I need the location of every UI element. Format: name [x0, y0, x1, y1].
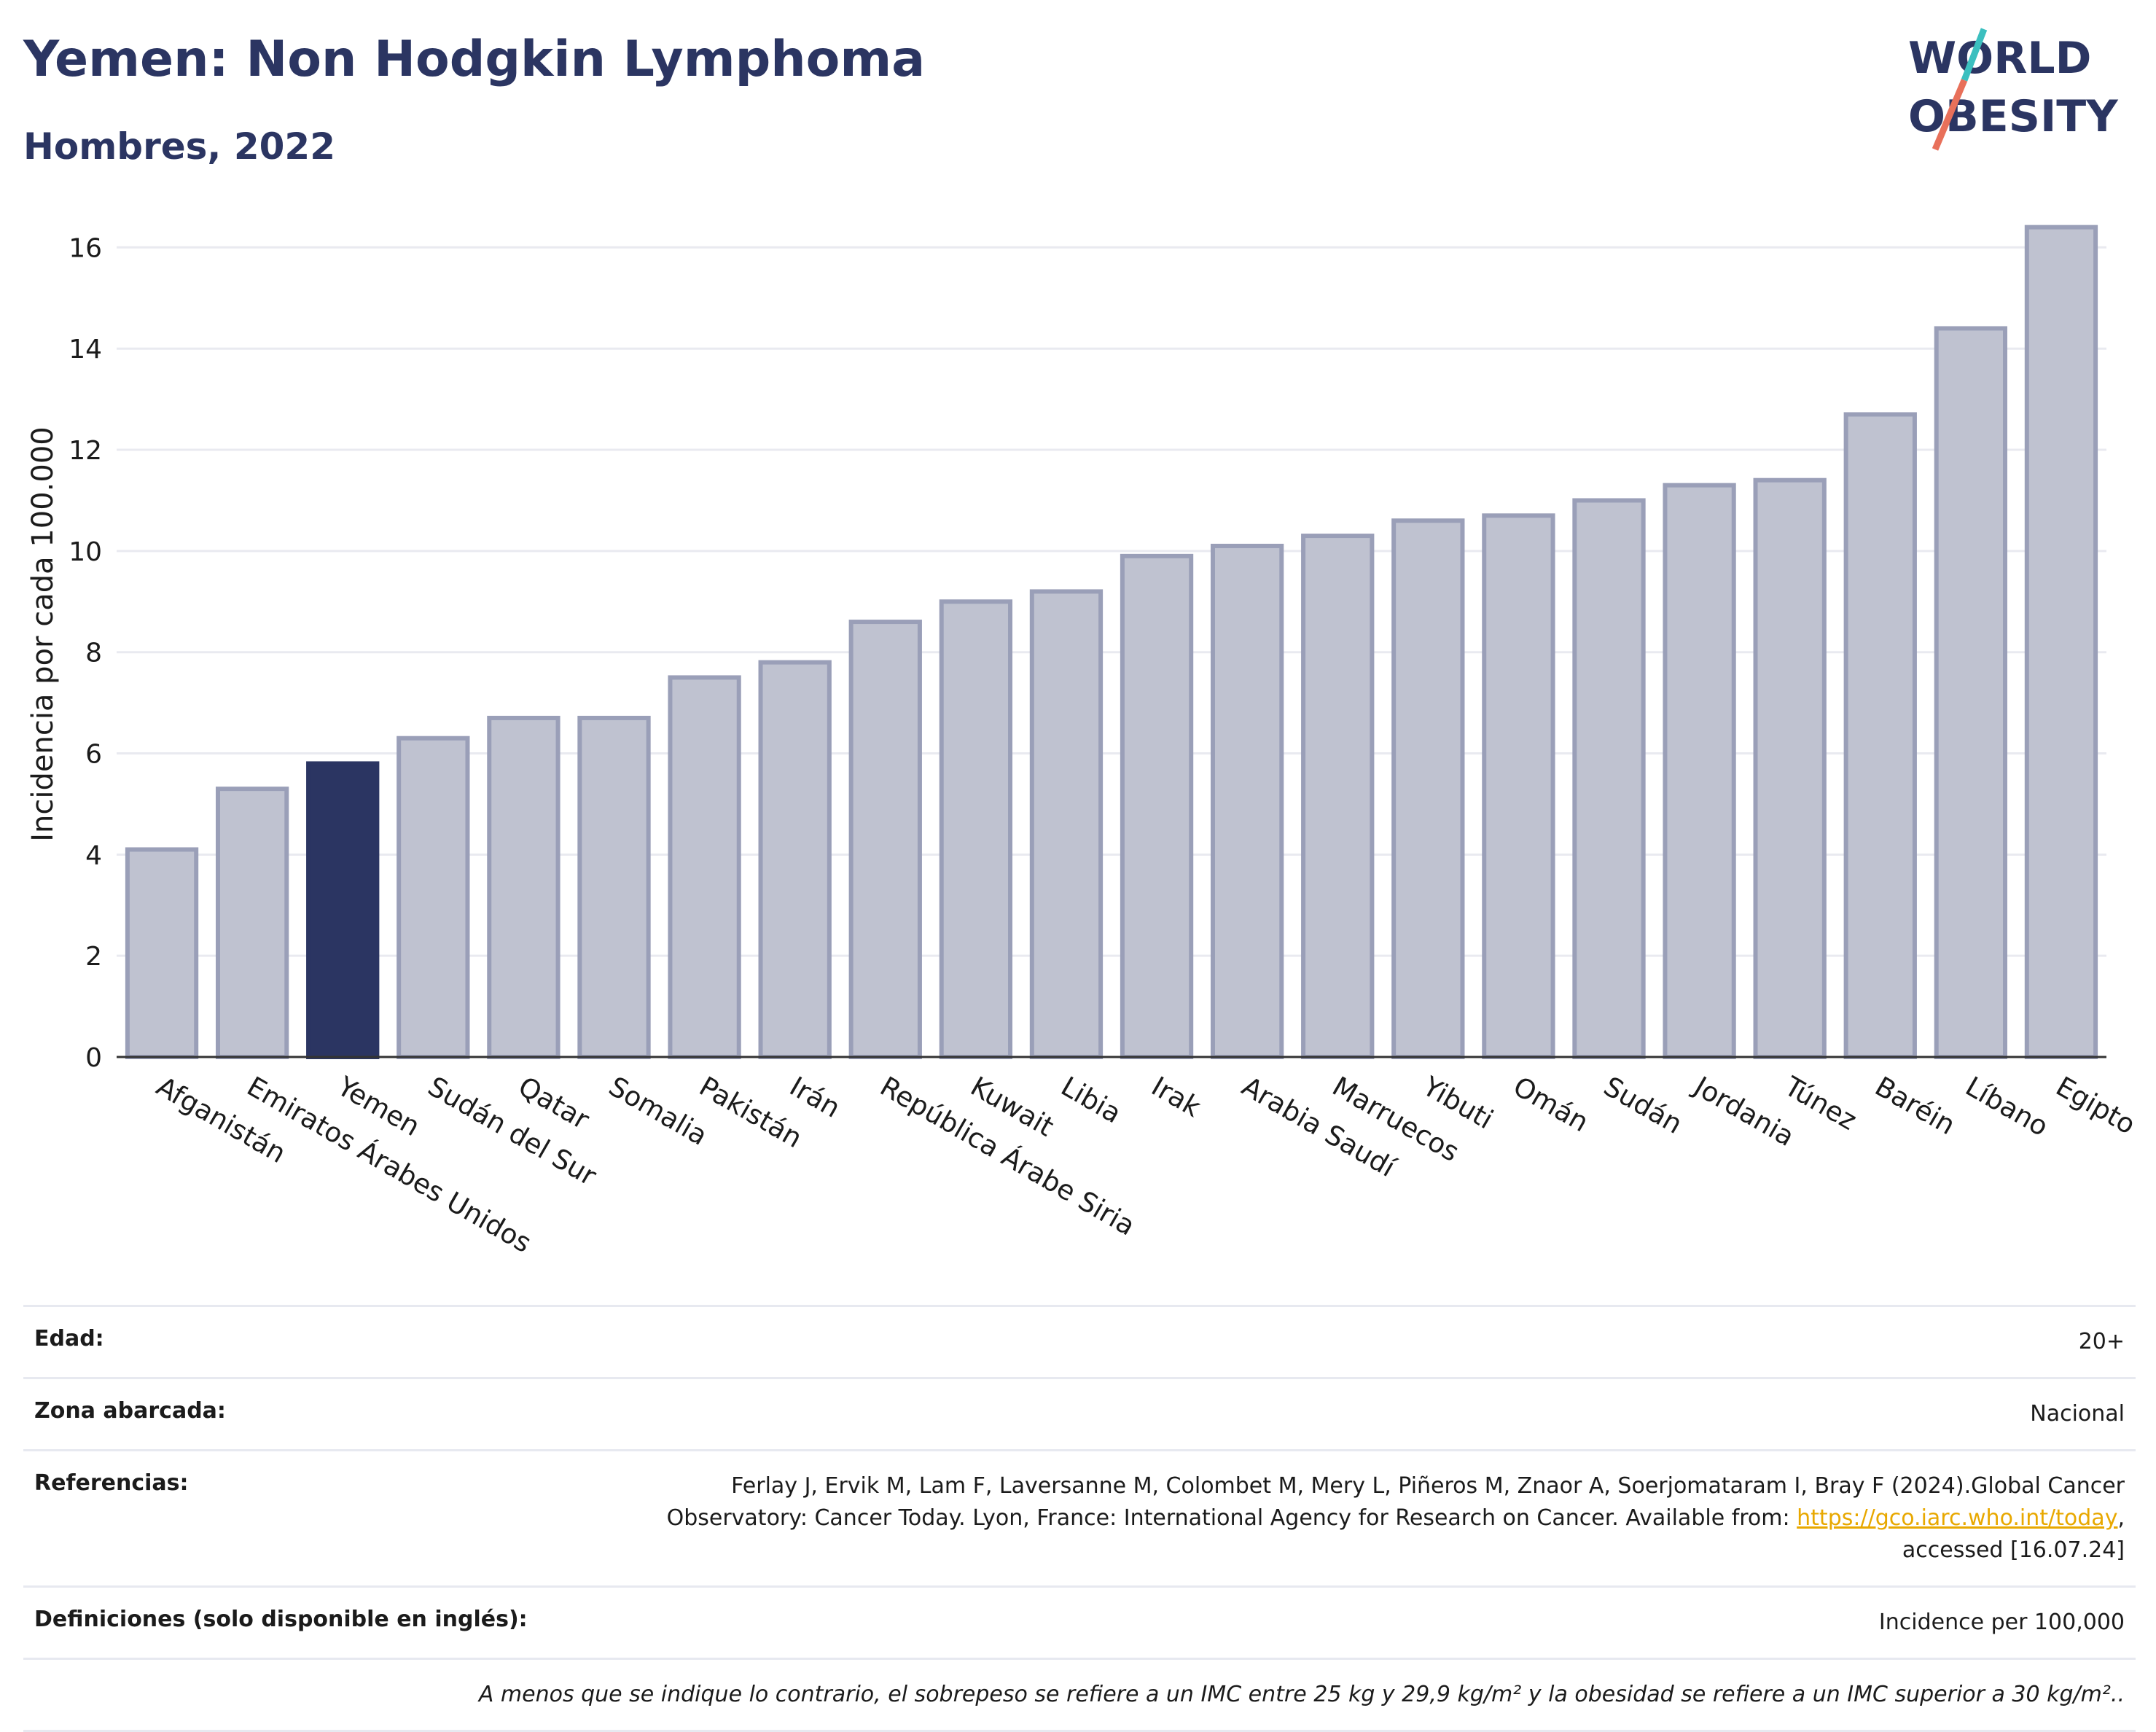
bar-yibuti [1391, 518, 1465, 1059]
references-link[interactable]: https://gco.iarc.who.int/today [1797, 1505, 2118, 1531]
info-row-age: Edad: 20+ [23, 1305, 2136, 1377]
x-tick-label: Pakistán [694, 1071, 808, 1155]
bar-libia [1029, 589, 1104, 1059]
y-tick-labels: 0 2 4 6 8 10 12 14 16 [69, 233, 102, 1073]
bar-irán [758, 660, 832, 1059]
y-tick-label: 2 [85, 942, 102, 972]
x-tick-label: Baréin [1870, 1071, 1961, 1142]
x-tick-label: Irán [784, 1071, 845, 1124]
y-tick-label: 6 [85, 740, 102, 770]
info-row-references: Referencias: Ferlay J, Ervik M, Lam F, L… [23, 1449, 2136, 1585]
bar-pakistán [668, 675, 741, 1059]
y-tick-label: 16 [69, 233, 102, 263]
age-value: 20+ [2078, 1329, 2125, 1354]
x-tick-label: Jordania [1687, 1070, 1800, 1153]
x-tick-label: Sudán [1598, 1071, 1687, 1141]
x-tick-label: Irak [1147, 1071, 1207, 1124]
references-label: Referencias: [34, 1470, 189, 1496]
zone-value: Nacional [2030, 1401, 2125, 1427]
bar-qatar [487, 715, 561, 1059]
bar-sudán [1572, 498, 1646, 1059]
bar-líbano [1934, 326, 2008, 1059]
y-tick-label: 8 [85, 639, 102, 668]
bar-sudán-del-sur [397, 736, 470, 1059]
bar-omán [1482, 513, 1555, 1059]
x-tick-label: Libia [1055, 1071, 1126, 1130]
x-tick-label: Egipto [2050, 1071, 2141, 1141]
bar-arabia-saudí [1210, 543, 1284, 1059]
bar-túnez [1753, 477, 1827, 1059]
bar-somalia [577, 715, 651, 1059]
bar-marruecos [1301, 534, 1375, 1059]
definitions-label: Definiciones (solo disponible en inglés)… [34, 1607, 528, 1632]
references-line-1: Ferlay J, Ervik M, Lam F, Laversanne M, … [731, 1473, 2125, 1499]
x-tick-label: Arabia Saudí [1237, 1071, 1402, 1184]
bar-baréin [1843, 412, 1917, 1059]
x-tick-label: Omán [1508, 1071, 1594, 1139]
bar-egipto [2024, 225, 2098, 1059]
info-table: Edad: 20+ Zona abarcada: Nacional Refere… [23, 1305, 2136, 1732]
bar-yemen [306, 761, 380, 1059]
y-tick-label: 10 [69, 537, 102, 567]
info-row-definitions: Definiciones (solo disponible en inglés)… [23, 1585, 2136, 1658]
bar-irak [1120, 553, 1194, 1059]
bar-jordania [1663, 483, 1736, 1059]
references-value: Ferlay J, Ervik M, Lam F, Laversanne M, … [666, 1473, 2125, 1563]
bar-kuwait [939, 599, 1013, 1059]
obesity-note: A menos que se indique lo contrario, el … [478, 1682, 2125, 1707]
page-title: Yemen: Non Hodgkin Lymphoma [23, 31, 926, 88]
info-row-zone: Zona abarcada: Nacional [23, 1377, 2136, 1449]
y-tick-label: 14 [69, 335, 102, 364]
y-tick-label: 4 [85, 840, 102, 870]
y-axis-label: Incidencia por cada 100.000 [26, 426, 60, 842]
bar-emiratos-árabes-unidos [215, 787, 289, 1060]
world-obesity-logo: WORLD OBESITY [1908, 28, 2119, 151]
y-tick-label: 0 [85, 1043, 102, 1073]
references-line-2: Observatory: Cancer Today. Lyon, France:… [666, 1505, 1790, 1531]
y-tick-label: 12 [69, 436, 102, 466]
references-line-3: accessed [16.07.24] [1902, 1537, 2125, 1563]
x-tick-label: Líbano [1960, 1071, 2053, 1143]
bar-afganistán [125, 847, 199, 1059]
bar-república-árabe-siria [848, 620, 922, 1059]
zone-label: Zona abarcada: [34, 1398, 226, 1424]
info-row-note: A menos que se indique lo contrario, el … [23, 1658, 2136, 1732]
page-subtitle: Hombres, 2022 [23, 125, 335, 168]
definitions-value: Incidence per 100,000 [1878, 1610, 2125, 1635]
svg-text:WORLD: WORLD [1908, 33, 2091, 84]
x-tick-label: Somalia [604, 1071, 713, 1152]
bars [125, 225, 2098, 1060]
age-label: Edad: [34, 1326, 104, 1351]
